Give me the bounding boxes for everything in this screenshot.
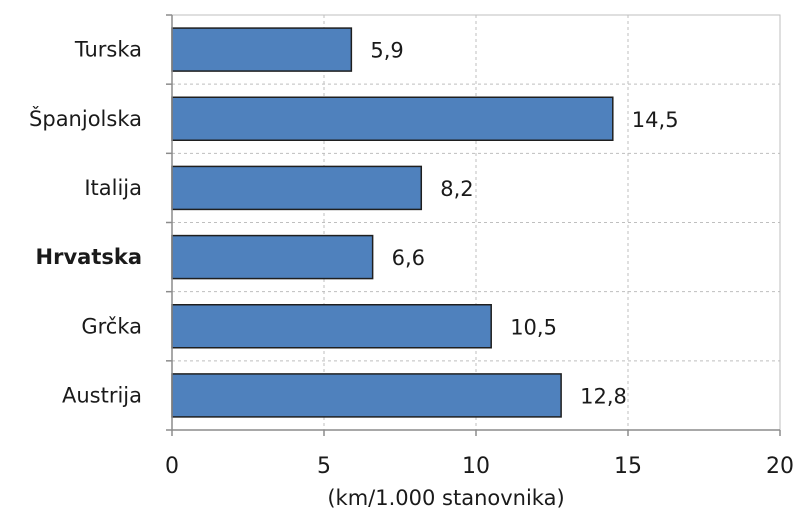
category-label: Italija xyxy=(84,176,142,200)
value-label: 6,6 xyxy=(392,246,425,270)
bar-3 xyxy=(171,234,374,280)
category-label: Hrvatska xyxy=(36,245,142,269)
x-tick-label: 0 xyxy=(165,454,179,479)
x-tick-label: 20 xyxy=(766,454,794,479)
category-label: Grčka xyxy=(81,314,142,338)
bar-4 xyxy=(171,304,492,349)
x-axis-title: (km/1.000 stanovnika) xyxy=(327,486,564,510)
x-tick-label: 10 xyxy=(462,454,490,479)
value-label: 10,5 xyxy=(510,315,557,339)
value-label: 12,8 xyxy=(580,384,627,408)
bar-0 xyxy=(171,27,353,72)
grid-lines xyxy=(172,15,781,430)
x-tick-label: 5 xyxy=(317,454,331,479)
bars xyxy=(171,27,614,418)
labels: Turska 5,9 Španjolska 14,5 Italija 8,2 Hrvatsk… xyxy=(29,38,794,479)
value-label: 8,2 xyxy=(440,177,473,201)
category-label: Turska xyxy=(74,38,142,62)
bar-5 xyxy=(171,373,562,418)
category-label: Austrija xyxy=(62,383,142,407)
axes xyxy=(166,14,781,436)
bar-2 xyxy=(171,165,423,211)
x-tick-label: 15 xyxy=(614,454,642,479)
value-label: 5,9 xyxy=(370,39,403,63)
category-label: Španjolska xyxy=(29,106,142,131)
value-label: 14,5 xyxy=(632,108,679,132)
bar-1 xyxy=(171,96,614,141)
